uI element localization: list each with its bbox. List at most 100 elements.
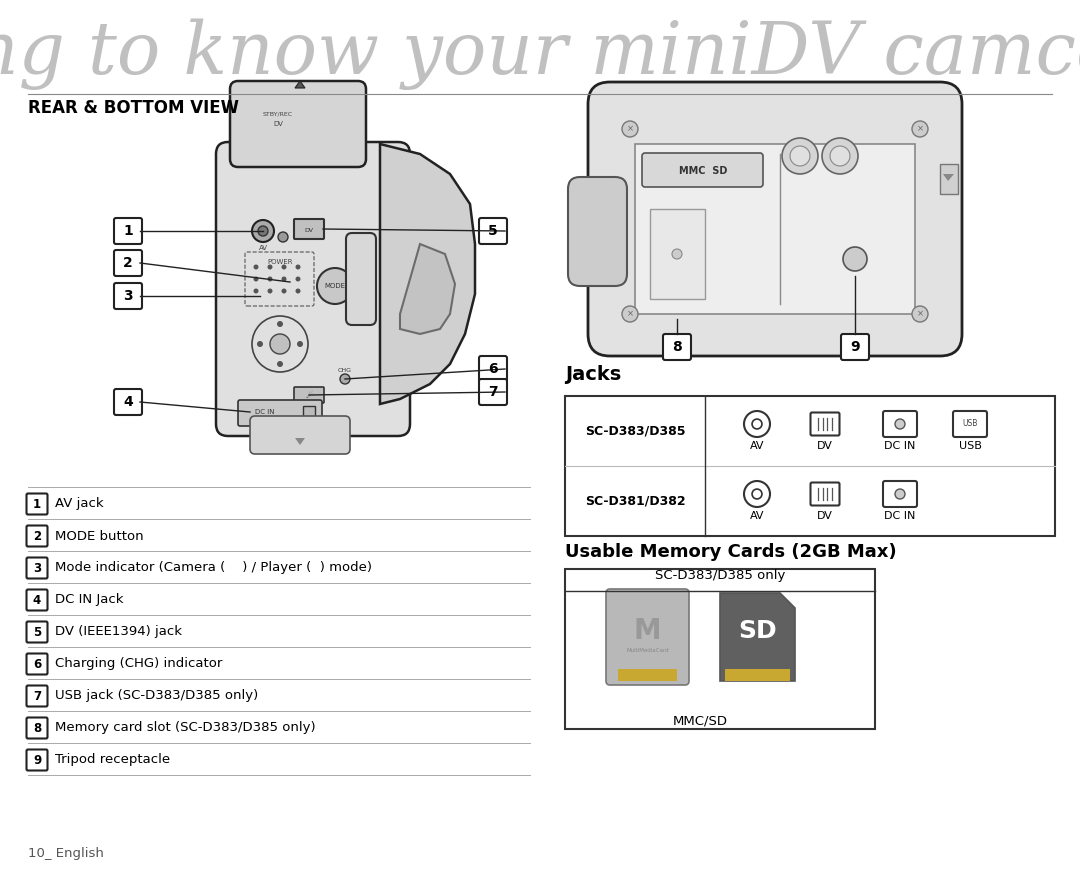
FancyBboxPatch shape <box>883 411 917 437</box>
Text: DC IN: DC IN <box>255 409 274 415</box>
Text: M: M <box>634 617 661 645</box>
Text: MODE: MODE <box>324 283 346 289</box>
Text: USB jack (SC-D383/D385 only): USB jack (SC-D383/D385 only) <box>55 690 258 703</box>
FancyBboxPatch shape <box>810 482 839 505</box>
Text: ×: × <box>917 309 923 318</box>
Text: 5: 5 <box>32 626 41 639</box>
Text: DC IN Jack: DC IN Jack <box>55 593 123 607</box>
Circle shape <box>268 276 272 281</box>
FancyBboxPatch shape <box>841 334 869 360</box>
Text: 5: 5 <box>488 224 498 238</box>
Circle shape <box>895 489 905 499</box>
Circle shape <box>831 146 850 166</box>
Text: 7: 7 <box>32 690 41 703</box>
FancyBboxPatch shape <box>27 494 48 515</box>
Text: getting to know your miniDV camcorder: getting to know your miniDV camcorder <box>0 18 1080 90</box>
Circle shape <box>254 276 258 281</box>
Circle shape <box>296 276 300 281</box>
Text: 3: 3 <box>123 289 133 303</box>
FancyBboxPatch shape <box>114 283 141 309</box>
Circle shape <box>297 341 303 347</box>
Circle shape <box>622 121 638 137</box>
Text: 6: 6 <box>32 657 41 670</box>
FancyBboxPatch shape <box>27 589 48 611</box>
FancyBboxPatch shape <box>953 411 987 437</box>
Text: DV: DV <box>818 511 833 521</box>
FancyBboxPatch shape <box>27 654 48 675</box>
FancyBboxPatch shape <box>114 250 141 276</box>
Bar <box>303 406 315 420</box>
Text: MultiMediaCard: MultiMediaCard <box>626 649 669 654</box>
FancyBboxPatch shape <box>606 589 689 685</box>
Text: 4: 4 <box>123 395 133 409</box>
Text: MMC  SD: MMC SD <box>679 166 727 176</box>
FancyBboxPatch shape <box>480 379 507 405</box>
Polygon shape <box>380 144 475 404</box>
FancyBboxPatch shape <box>27 685 48 706</box>
FancyBboxPatch shape <box>294 387 324 403</box>
FancyBboxPatch shape <box>346 233 376 325</box>
FancyBboxPatch shape <box>883 481 917 507</box>
FancyBboxPatch shape <box>642 153 762 187</box>
Text: AV: AV <box>258 245 268 251</box>
Text: 1: 1 <box>123 224 133 238</box>
Circle shape <box>622 306 638 322</box>
Circle shape <box>257 341 264 347</box>
Text: AV: AV <box>750 511 765 521</box>
Text: 8: 8 <box>672 340 681 354</box>
Text: Usable Memory Cards (2GB Max): Usable Memory Cards (2GB Max) <box>565 543 896 561</box>
Circle shape <box>276 321 283 327</box>
Circle shape <box>912 121 928 137</box>
Text: AV jack: AV jack <box>55 497 104 510</box>
Text: DV (IEEE1394) jack: DV (IEEE1394) jack <box>55 626 183 639</box>
Polygon shape <box>400 244 455 334</box>
FancyBboxPatch shape <box>230 81 366 167</box>
FancyBboxPatch shape <box>27 718 48 739</box>
FancyBboxPatch shape <box>114 389 141 415</box>
Text: USB: USB <box>959 441 982 451</box>
Text: 6: 6 <box>488 362 498 376</box>
Text: 3: 3 <box>32 561 41 574</box>
Text: DV: DV <box>273 121 283 127</box>
Text: SD: SD <box>739 619 777 643</box>
Circle shape <box>252 220 274 242</box>
Circle shape <box>296 288 300 294</box>
Bar <box>650 209 705 299</box>
Text: STBY/REC: STBY/REC <box>262 112 293 116</box>
Circle shape <box>258 226 268 236</box>
Bar <box>725 669 789 681</box>
Text: 2: 2 <box>32 530 41 543</box>
Circle shape <box>254 265 258 269</box>
Circle shape <box>843 247 867 271</box>
FancyBboxPatch shape <box>480 218 507 244</box>
Text: ☄: ☄ <box>306 391 313 399</box>
Circle shape <box>822 138 858 174</box>
Text: SC-D383/D385: SC-D383/D385 <box>584 425 685 438</box>
Text: SC-D381/D382: SC-D381/D382 <box>584 495 686 508</box>
Text: USB: USB <box>962 420 977 428</box>
Circle shape <box>268 265 272 269</box>
Circle shape <box>789 146 810 166</box>
Polygon shape <box>295 81 305 88</box>
Text: 10_ English: 10_ English <box>28 848 104 861</box>
Text: ×: × <box>626 309 634 318</box>
Text: SC-D383/D385 only: SC-D383/D385 only <box>654 570 785 582</box>
Text: Jacks: Jacks <box>565 365 621 384</box>
FancyBboxPatch shape <box>568 177 627 286</box>
Text: 9: 9 <box>850 340 860 354</box>
Circle shape <box>672 249 681 259</box>
Text: MMC/SD: MMC/SD <box>673 715 728 727</box>
Text: 8: 8 <box>32 722 41 734</box>
Bar <box>565 396 1055 536</box>
FancyBboxPatch shape <box>27 621 48 642</box>
FancyBboxPatch shape <box>27 750 48 771</box>
Text: Charging (CHG) indicator: Charging (CHG) indicator <box>55 657 222 670</box>
Text: DV: DV <box>818 441 833 451</box>
Text: 7: 7 <box>488 385 498 399</box>
Polygon shape <box>943 174 954 181</box>
Bar <box>635 144 915 314</box>
Text: DV: DV <box>305 227 313 232</box>
Text: 9: 9 <box>32 753 41 766</box>
FancyBboxPatch shape <box>27 525 48 546</box>
FancyBboxPatch shape <box>114 218 141 244</box>
